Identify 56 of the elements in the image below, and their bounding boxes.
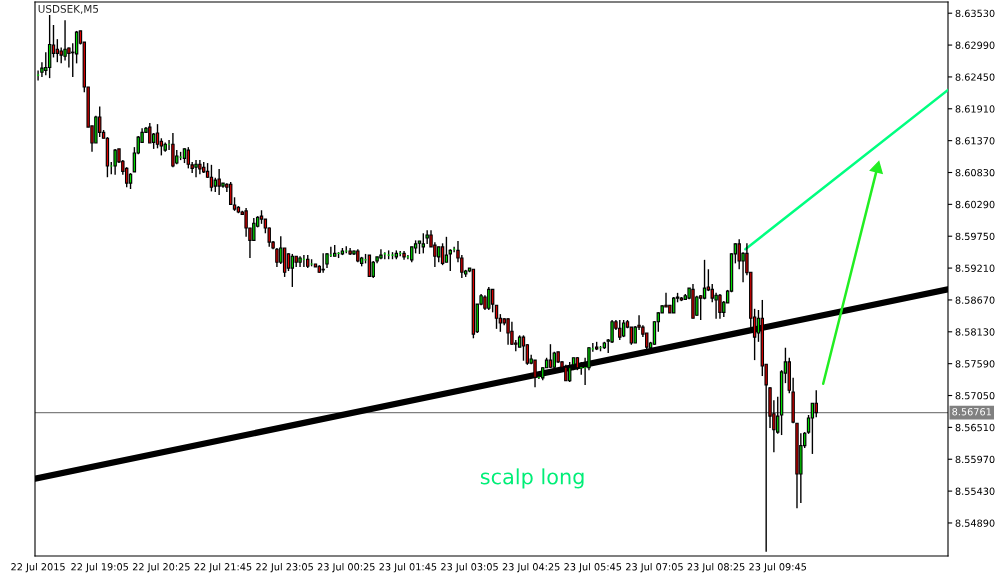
candlestick — [244, 207, 248, 238]
candlestick — [217, 168, 221, 196]
y-tick-label: 8.62990 — [955, 41, 995, 49]
candlestick — [810, 402, 815, 455]
y-tick-label: 8.61370 — [955, 137, 995, 145]
ref-line-label: 8.56761 — [952, 408, 991, 416]
candlestick — [421, 232, 426, 255]
y-tick-label: 8.55970 — [955, 455, 995, 464]
x-tick-label: 23 Jul 07:05 — [626, 562, 683, 573]
x-tick-label: 22 Jul 20:25 — [132, 562, 190, 573]
annotation: scalp long — [480, 468, 584, 489]
x-tick-label: 23 Jul 09:45 — [749, 562, 807, 573]
candlestick — [702, 259, 707, 301]
candlestick — [610, 319, 614, 344]
candlestick — [490, 288, 495, 314]
y-tick-label: 8.55430 — [955, 487, 995, 495]
candlestick — [618, 319, 622, 341]
candlestick — [321, 252, 325, 274]
candlestick — [155, 123, 160, 150]
x-tick-label: 22 Jul 21:45 — [194, 562, 252, 573]
candlestick — [74, 30, 79, 65]
x-tick-label: 23 Jul 01:45 — [379, 562, 437, 573]
candlestick — [521, 334, 526, 362]
candlestick — [444, 236, 449, 263]
y-tick-label: 8.58670 — [955, 296, 995, 304]
x-tick-label: 23 Jul 00:25 — [317, 562, 375, 573]
y-tick-label: 8.59210 — [955, 264, 995, 272]
candlestick — [506, 317, 510, 346]
x-tick-label: 22 Jul 23:05 — [256, 562, 313, 573]
y-tick-label: 8.56510 — [955, 423, 995, 432]
y-tick-label: 8.63530 — [955, 9, 995, 18]
candlestick — [171, 132, 175, 168]
y-tick-label: 8.62450 — [955, 73, 995, 81]
candlestick — [113, 148, 117, 176]
y-tick-label: 8.57050 — [955, 392, 995, 400]
y-tick-label: 8.54890 — [955, 519, 995, 527]
candlestick — [718, 293, 722, 320]
candlestick — [533, 359, 537, 388]
x-tick-label: 22 Jul 2015 — [11, 562, 65, 573]
y-tick-label: 8.60830 — [955, 168, 995, 177]
candlestick — [814, 389, 818, 419]
x-tick-label: 23 Jul 03:05 — [441, 562, 498, 573]
chart-title: USDSEK,M5 — [38, 4, 99, 14]
x-tick-label: 22 Jul 19:05 — [71, 562, 129, 573]
y-tick-label: 8.61910 — [955, 105, 995, 113]
y-tick-label: 8.58130 — [955, 328, 995, 336]
candlestick — [487, 286, 491, 311]
candlestick — [186, 146, 191, 170]
candlestick — [252, 217, 256, 242]
candlestick — [194, 159, 198, 178]
x-tick-label: 23 Jul 08:25 — [687, 562, 745, 573]
y-tick-label: 8.59750 — [955, 232, 995, 241]
x-tick-label: 23 Jul 05:45 — [564, 562, 622, 573]
y-tick-label: 8.57590 — [955, 360, 995, 368]
x-tick-label: 23 Jul 04:25 — [502, 562, 560, 573]
y-tick-label: 8.60290 — [955, 200, 995, 209]
